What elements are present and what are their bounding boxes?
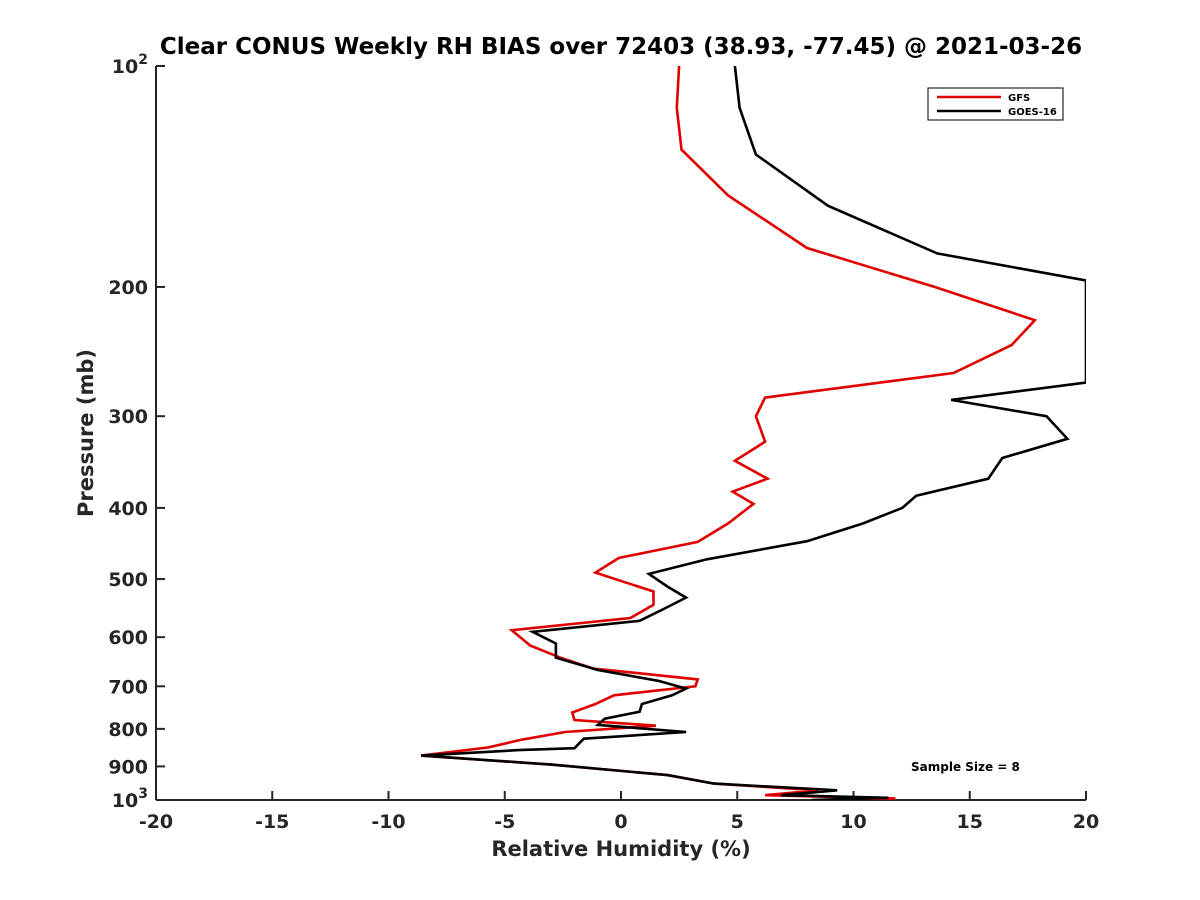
y-tick-label: 600 <box>108 627 148 649</box>
y-tick-base: 10 <box>112 790 138 812</box>
legend-gfs-label: GFS <box>1008 93 1030 104</box>
y-tick-label: 900 <box>108 756 148 778</box>
plot-area: -20 -15 -10 -5 0 5 10 15 20102200300400500600700… <box>108 52 1099 833</box>
legend-goes16-label: GOES-16 <box>1008 107 1057 118</box>
y-tick-label: 400 <box>108 498 148 520</box>
legend: GFS GOES-16 <box>927 87 1064 121</box>
y-tick-label: 500 <box>108 569 148 591</box>
y-tick-base: 10 <box>112 56 138 78</box>
sample-size-annotation: Sample Size = 8 <box>911 760 1020 774</box>
x-tick-label: -15 <box>255 811 289 833</box>
x-tick-label: 0 <box>614 811 627 833</box>
y-tick-label: 200 <box>108 277 148 299</box>
y-tick-label: 700 <box>108 676 148 698</box>
series-line-gfs <box>420 66 1038 800</box>
y-tick-label: 300 <box>108 406 148 428</box>
x-tick-label: 15 <box>957 811 983 833</box>
x-tick-label: 5 <box>731 811 744 833</box>
y-tick-exponent: 2 <box>138 52 148 68</box>
y-tick-label: 800 <box>108 719 148 741</box>
y-axis-label: Pressure (mb) <box>74 349 98 517</box>
legend-box <box>927 87 1064 121</box>
x-tick-label: -20 <box>139 811 173 833</box>
series-line-goes-16 <box>421 66 1086 800</box>
x-axis-label: Relative Humidity (%) <box>491 837 750 861</box>
y-tick-label: 102 <box>112 52 148 78</box>
x-tick-label: 20 <box>1073 811 1099 833</box>
x-tick-label: -5 <box>494 811 515 833</box>
y-tick-label: 103 <box>112 786 148 812</box>
chart-title: Clear CONUS Weekly RH BIAS over 72403 (3… <box>160 34 1082 60</box>
y-tick-exponent: 3 <box>138 786 148 802</box>
x-tick-label: 10 <box>840 811 866 833</box>
x-tick-label: -10 <box>371 811 405 833</box>
